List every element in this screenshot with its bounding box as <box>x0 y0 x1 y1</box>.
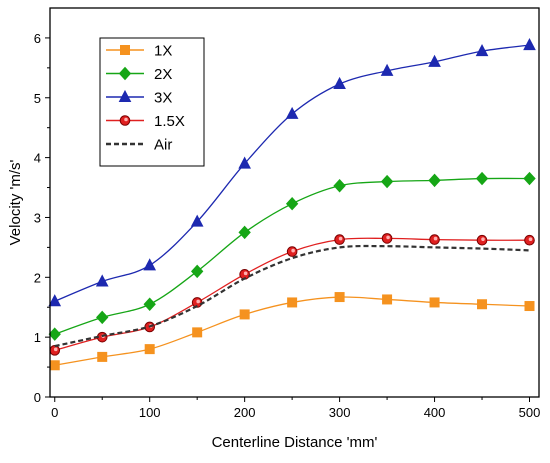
plot-area <box>48 38 536 371</box>
data-point-1x-450 <box>477 299 488 310</box>
legend-marker <box>118 66 132 81</box>
data-point-1-5x-500 <box>524 234 535 246</box>
x-tick-label: 300 <box>329 405 351 420</box>
legend-item-3x: 3X <box>106 90 172 107</box>
series-1-5x <box>49 233 535 356</box>
data-point-3x-450 <box>475 44 489 57</box>
legend-label: Air <box>154 137 172 154</box>
data-point-1x-50 <box>97 351 108 362</box>
data-point-1x-0 <box>49 360 60 371</box>
y-tick-label: 4 <box>34 151 41 166</box>
data-point-1-5x-250 <box>286 246 298 257</box>
data-point-2x-300 <box>333 179 346 193</box>
legend-box <box>99 37 205 167</box>
legend-marker <box>119 115 131 126</box>
x-tick-label: 100 <box>139 405 161 420</box>
data-point-1-5x-450 <box>476 234 488 246</box>
marker-highlight <box>53 347 58 352</box>
data-point-2x-500 <box>523 171 536 186</box>
y-tick-label: 5 <box>34 91 41 106</box>
data-point-3x-400 <box>428 54 441 67</box>
data-point-1x-300 <box>334 292 345 303</box>
series-line-air <box>54 244 530 348</box>
data-point-2x-150 <box>190 264 204 279</box>
marker-highlight <box>338 236 343 241</box>
data-point-3x-300 <box>333 76 346 90</box>
series-air <box>54 244 530 348</box>
y-axis-title: Velocity 'm/s' <box>7 159 24 245</box>
data-point-3x-0 <box>48 294 62 307</box>
y-tick-label: 3 <box>34 210 41 225</box>
x-tick-label: 400 <box>424 405 446 420</box>
y-tick-label: 2 <box>34 270 41 285</box>
x-tick-label: 200 <box>234 405 256 420</box>
data-point-2x-200 <box>238 225 251 240</box>
legend-item-1x: 1X <box>106 43 172 60</box>
marker-highlight <box>291 248 295 253</box>
data-point-3x-500 <box>523 38 536 51</box>
data-point-1x-400 <box>429 297 440 308</box>
data-point-2x-350 <box>380 174 394 189</box>
data-point-2x-400 <box>428 173 441 188</box>
legend-item-air: Air <box>106 137 172 154</box>
marker-highlight <box>196 299 200 304</box>
legend-label: 1X <box>154 43 172 60</box>
legend-marker <box>120 45 130 55</box>
marker-highlight <box>528 237 533 242</box>
x-tick-label: 500 <box>519 405 541 420</box>
data-point-1-5x-400 <box>429 234 440 245</box>
data-point-1x-150 <box>192 327 203 338</box>
data-point-3x-200 <box>238 156 251 169</box>
marker-highlight <box>243 271 248 276</box>
y-tick-label: 6 <box>34 31 41 46</box>
data-point-1-5x-300 <box>334 234 345 245</box>
legend-item-1-5x: 1.5X <box>106 113 185 130</box>
axes: 0 100 200 300 400 500 0 1 2 3 4 5 6 <box>34 7 541 420</box>
legend: 1X 2X 3X 1.5X Air <box>99 37 205 167</box>
data-point-1-5x-0 <box>49 345 61 356</box>
marker-highlight <box>386 235 390 240</box>
data-point-3x-100 <box>143 258 157 271</box>
x-tick-label: 0 <box>51 405 58 420</box>
data-point-2x-450 <box>475 171 489 186</box>
data-point-1-5x-350 <box>381 233 393 244</box>
data-point-1x-100 <box>144 344 155 355</box>
x-axis-title: Centerline Distance 'mm' <box>212 434 378 451</box>
marker-highlight <box>124 117 128 122</box>
y-tick-label: 1 <box>34 330 41 345</box>
data-point-2x-50 <box>96 310 109 325</box>
legend-label: 2X <box>154 66 172 83</box>
data-point-2x-0 <box>48 327 61 341</box>
data-point-2x-250 <box>285 196 299 211</box>
plot-frame <box>49 7 540 398</box>
y-tick-label: 0 <box>34 390 41 405</box>
legend-label: 1.5X <box>154 113 185 130</box>
data-point-1x-200 <box>239 309 250 320</box>
data-point-3x-250 <box>285 106 299 119</box>
series-1x <box>49 292 535 371</box>
data-point-1x-350 <box>382 294 393 305</box>
data-point-3x-150 <box>190 214 204 227</box>
marker-highlight <box>481 237 485 242</box>
marker-highlight <box>433 236 438 241</box>
legend-marker <box>118 89 132 102</box>
data-point-3x-50 <box>95 274 109 287</box>
data-point-2x-100 <box>143 297 156 311</box>
legend-label: 3X <box>154 90 172 107</box>
series-3x <box>48 38 536 307</box>
series-2x <box>48 171 536 341</box>
data-point-1x-500 <box>524 301 535 312</box>
data-point-3x-350 <box>380 63 394 76</box>
legend-item-2x: 2X <box>106 66 172 83</box>
data-point-1x-250 <box>287 297 298 308</box>
